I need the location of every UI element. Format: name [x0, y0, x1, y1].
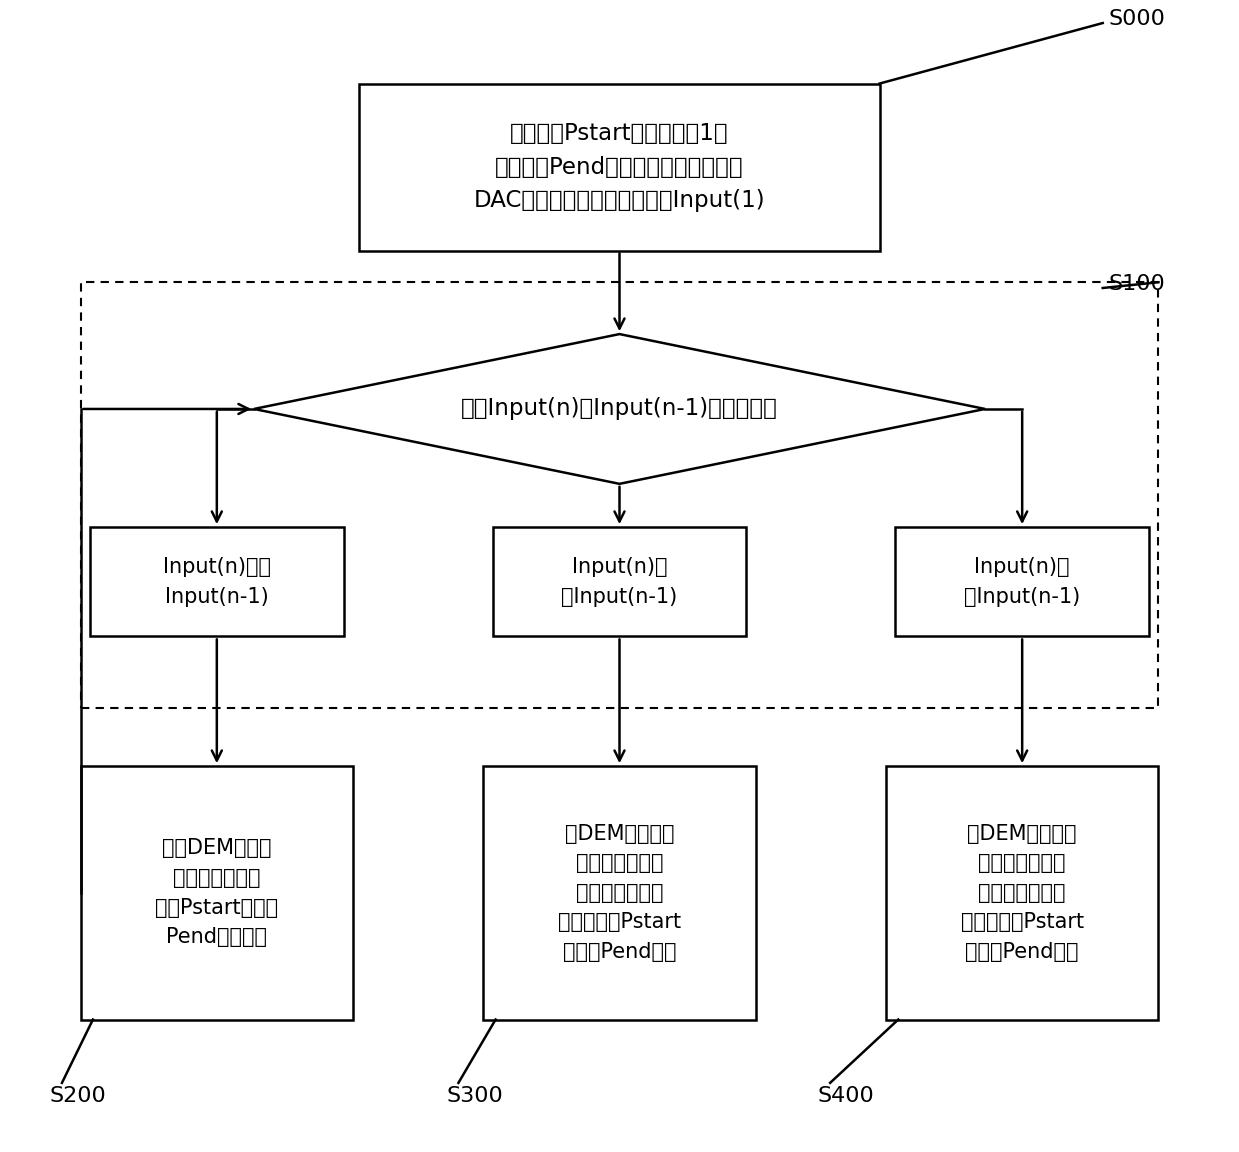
Polygon shape	[254, 334, 985, 484]
Text: 设定指针Pstart的初始值为1，
设定指针Pend的初始值为所述电流舵
DAC的第一个周期的数字输入Input(1): 设定指针Pstart的初始值为1， 设定指针Pend的初始值为所述电流舵 DAC…	[473, 122, 766, 212]
FancyBboxPatch shape	[895, 528, 1149, 636]
Text: S200: S200	[50, 1086, 107, 1106]
FancyBboxPatch shape	[483, 766, 756, 1020]
FancyBboxPatch shape	[886, 766, 1158, 1020]
Text: 保持DEM模块的
输出不变，保持
指针Pstart和指针
Pend的值不变: 保持DEM模块的 输出不变，保持 指针Pstart和指针 Pend的值不变	[155, 839, 279, 947]
Text: Input(n)小
于Input(n-1): Input(n)小 于Input(n-1)	[964, 556, 1080, 607]
Text: 对DEM模块的输
出进行第一置位
操作，并且相应
地修改指针Pstart
和指针Pend的值: 对DEM模块的输 出进行第一置位 操作，并且相应 地修改指针Pstart 和指针…	[558, 824, 681, 962]
FancyBboxPatch shape	[89, 528, 343, 636]
Text: S000: S000	[1109, 9, 1166, 29]
Text: Input(n)大
于Input(n-1): Input(n)大 于Input(n-1)	[561, 556, 678, 607]
Text: 对DEM模块的输
出进行第二置位
操作，并且相应
地修改指针Pstart
和指针Pend的值: 对DEM模块的输 出进行第二置位 操作，并且相应 地修改指针Pstart 和指针…	[960, 824, 1084, 962]
FancyBboxPatch shape	[81, 766, 353, 1020]
Text: S400: S400	[818, 1086, 875, 1106]
Text: S100: S100	[1109, 274, 1166, 294]
Text: 判断Input(n)与Input(n-1)的大小关系: 判断Input(n)与Input(n-1)的大小关系	[461, 397, 778, 420]
FancyBboxPatch shape	[492, 528, 746, 636]
Text: S300: S300	[446, 1086, 503, 1106]
FancyBboxPatch shape	[359, 84, 880, 251]
Text: Input(n)等于
Input(n-1): Input(n)等于 Input(n-1)	[162, 556, 271, 607]
